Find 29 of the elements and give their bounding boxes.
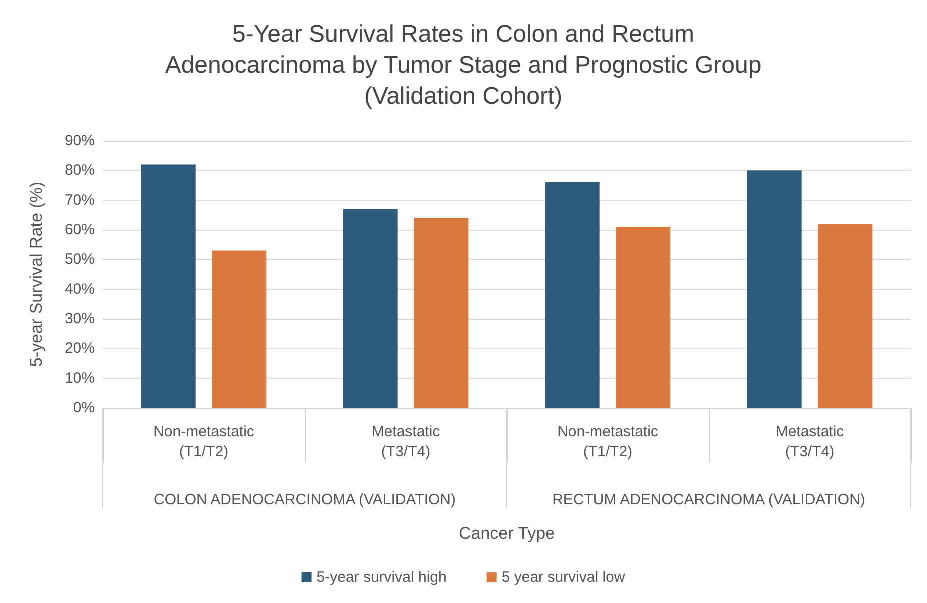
bar [212, 250, 267, 408]
text: COLON ADENOCARCINOMA (VALIDATION) [154, 492, 456, 508]
bar [414, 218, 469, 408]
x-tick-label: Non-metastatic (T1/T2) [558, 424, 659, 460]
bar [616, 227, 671, 408]
y-tick-label: 10% [64, 370, 95, 387]
x-tick-label: Non-metastatic (T1/T2) [154, 424, 255, 460]
legend-label: 5 year survival low [502, 569, 626, 586]
bar [343, 209, 398, 408]
x-axis-title: Cancer Type [458, 524, 556, 543]
bar [545, 182, 600, 408]
legend-label: 5-year survival high [316, 569, 447, 586]
x-tick-label: Metastatic (T3/T4) [776, 424, 845, 460]
y-tick-label: 90% [64, 132, 95, 150]
x-tick-label: Metastatic (T3/T4) [372, 424, 441, 460]
y-tick-label: 80% [64, 162, 95, 180]
bar [818, 224, 873, 408]
y-tick-label: 30% [64, 310, 95, 328]
bar [747, 170, 802, 408]
y-axis-title: 5-year Survival Rate (%) [27, 182, 46, 368]
y-tick-label: 70% [64, 192, 95, 209]
bar [141, 164, 196, 408]
y-tick-label: 20% [64, 340, 95, 358]
chart-title: 5-Year Survival Rates in Colon and Rectum Adenocarcinoma by Tumor Stage and Prognostic Group (Validation Cohort) [165, 21, 762, 110]
y-tick-label: 0% [73, 400, 95, 416]
y-tick-label: 40% [64, 280, 95, 298]
y-tick-label: 50% [64, 251, 95, 268]
text: RECTUM ADENOCARCINOMA (VALIDATION) [552, 492, 866, 508]
y-tick-label: 60% [64, 222, 95, 238]
